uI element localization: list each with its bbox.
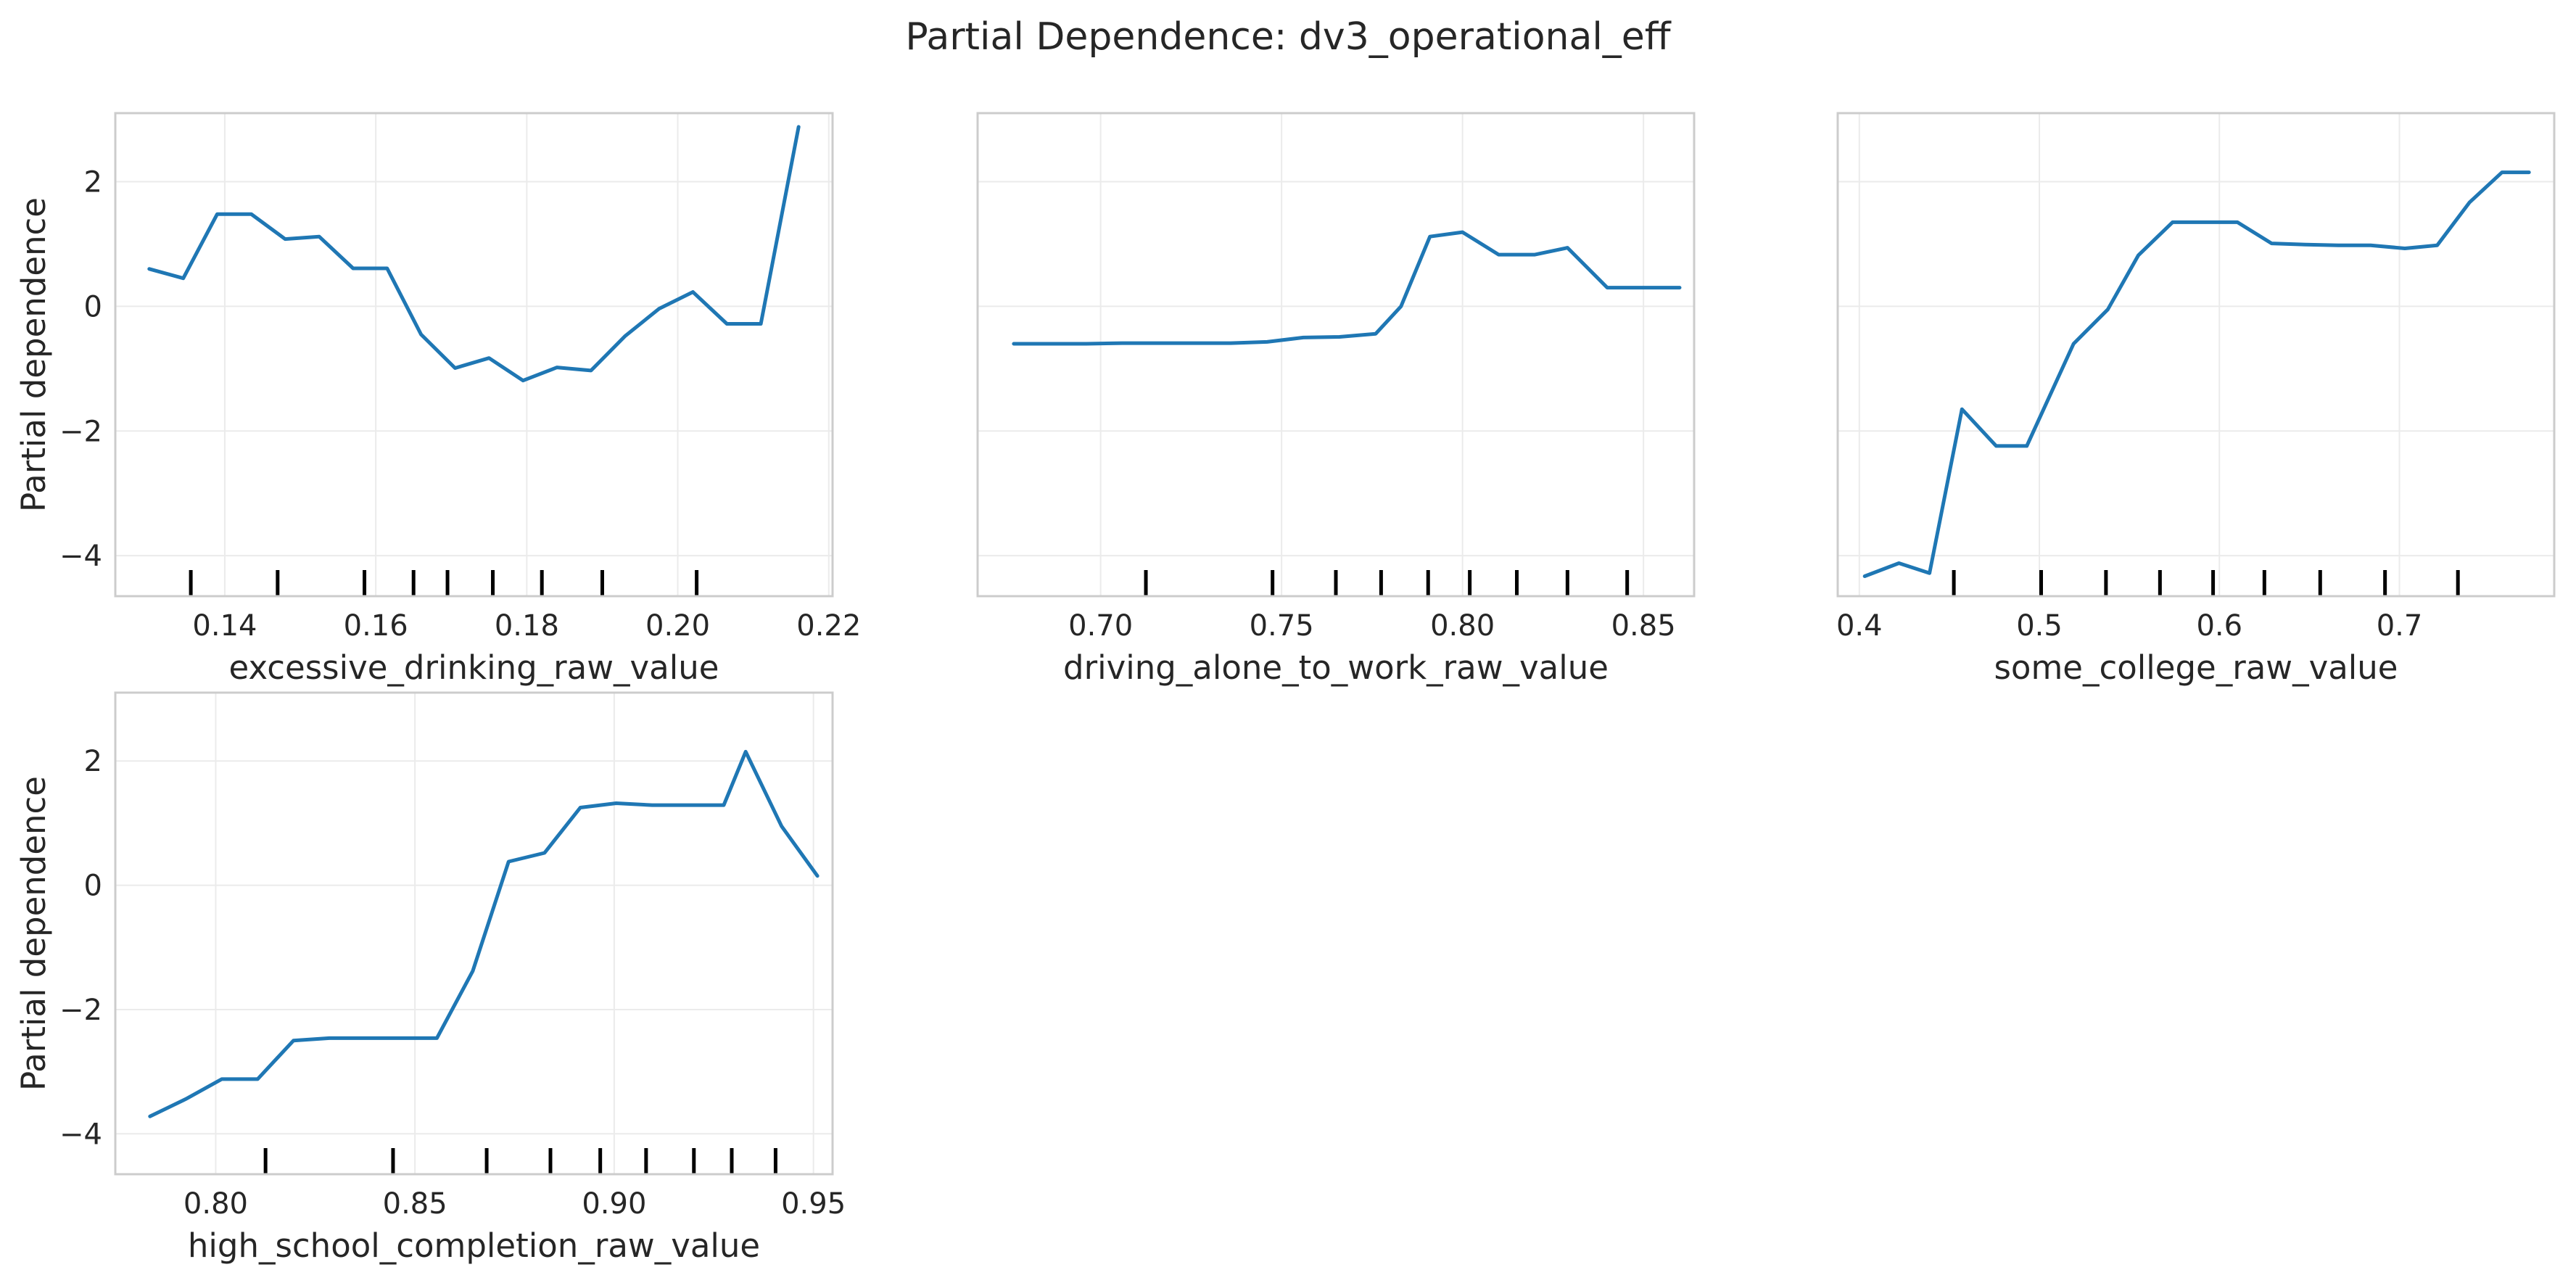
x-tick-label: 0.85 [383,1187,447,1221]
y-axis-label: Partial dependence [15,197,53,512]
y-tick-label: −4 [59,540,102,573]
partial-dependence-line [147,125,801,383]
x-tick-label: 0.95 [781,1187,846,1221]
x-tick-label: 0.4 [1836,609,1883,643]
panels-container: 0.14 0.16 0.18 0.20 0.22 −4 −2 0 2 excessive_drin… [15,112,2556,1265]
x-tick-label: 0.14 [192,609,257,643]
x-axis-label: high_school_completion_raw_value [188,1226,760,1265]
x-tick-label: 0.18 [495,609,559,643]
y-tick-label: 2 [84,745,102,778]
partial-dependence-line [1862,170,2531,578]
x-tick-label: 0.6 [2196,609,2242,643]
x-tick-label: 0.90 [582,1187,646,1221]
pd-panel-1: 0.14 0.16 0.18 0.20 0.22 −4 −2 0 2 excessive_drin… [15,112,861,687]
x-tick-label: 0.80 [183,1187,248,1221]
y-tick-label: −2 [59,415,102,448]
pd-panel-4: 0.80 0.85 0.90 0.95 −4 −2 0 2 high_school_comple… [15,691,846,1265]
x-tick-label: 0.20 [645,609,710,643]
x-tick-label: 0.22 [796,609,861,643]
pd-panel-3: 0.4 0.5 0.6 0.7 some_college_raw_value [1836,112,2556,687]
y-tick-label: 2 [84,166,102,199]
x-tick-label: 0.70 [1068,609,1133,643]
y-tick-label: −2 [59,994,102,1027]
x-tick-label: 0.85 [1611,609,1676,643]
plot-frame [1836,112,2556,598]
y-axis-label: Partial dependence [15,776,53,1091]
y-tick-label: −4 [59,1118,102,1151]
partial-dependence-line [1012,230,1682,346]
y-tick-label: 0 [84,870,102,903]
x-axis-label: driving_alone_to_work_raw_value [1063,648,1609,687]
y-tick-label: 0 [84,290,102,323]
partial-dependence-line [148,749,820,1118]
pd-panel-2: 0.70 0.75 0.80 0.85driving_alone_to_work_ra… [976,112,1696,687]
plot-frame [976,112,1696,598]
plot-frame [114,691,834,1176]
plot-frame [114,112,834,598]
x-tick-label: 0.16 [344,609,408,643]
x-tick-label: 0.5 [2016,609,2063,643]
x-tick-label: 0.75 [1250,609,1314,643]
figure-title: Partial Dependence: dv3_operational_eff [905,15,1671,59]
x-tick-label: 0.7 [2377,609,2423,643]
x-axis-label: excessive_drinking_raw_value [229,648,719,687]
x-axis-label: some_college_raw_value [1994,648,2398,687]
x-tick-label: 0.80 [1430,609,1495,643]
